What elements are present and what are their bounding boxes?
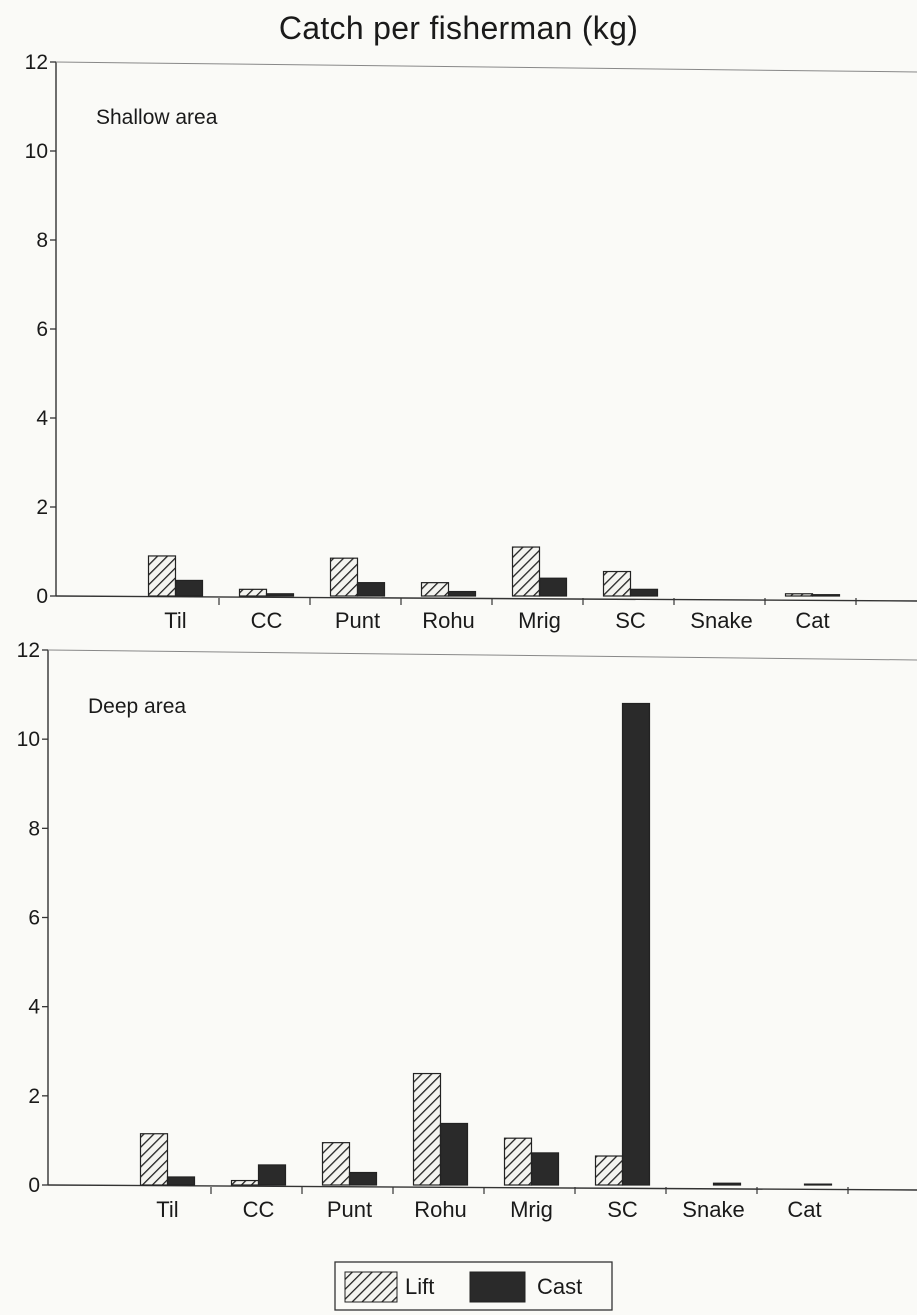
chart-panel-shallow: 0 2 4 6 8 10 12 Shallow area Til CC Punt Rohu Mrig SC…: [25, 51, 917, 633]
category-label: Punt: [335, 608, 380, 633]
bar-cast-cc: [257, 1164, 287, 1186]
bar-cast-sc: [629, 588, 659, 597]
x-axis: [47, 1184, 917, 1191]
bar-lift-mrig: [503, 1137, 533, 1186]
category-label: Til: [164, 608, 186, 633]
category-label: CC: [251, 608, 283, 633]
legend-swatch-lift: [344, 1271, 398, 1303]
bar-lift-til: [147, 555, 177, 597]
category-label: Cat: [787, 1197, 821, 1222]
category-label: Snake: [690, 608, 752, 633]
y-tick-label: 2: [28, 1085, 40, 1108]
bar-lift-sc: [602, 570, 632, 597]
bar-cast-til: [166, 1176, 196, 1186]
bar-cast-rohu: [447, 590, 477, 597]
legend-label-lift: Lift: [405, 1274, 434, 1299]
category-label: Punt: [327, 1197, 372, 1222]
category-label: Mrig: [518, 608, 561, 633]
chart-panel-deep: 0 2 4 6 8 10 12 Deep area Til CC Punt Rohu Mrig SC Sna…: [17, 639, 917, 1222]
y-tick-label: 10: [17, 728, 40, 751]
category-label: Til: [156, 1197, 178, 1222]
bar-cast-mrig: [538, 577, 568, 597]
x-axis: [55, 595, 917, 602]
category-label: Rohu: [414, 1197, 467, 1222]
category-label: SC: [615, 608, 646, 633]
bar-lift-cc: [238, 588, 268, 597]
y-tick-label: 6: [28, 907, 40, 930]
bar-cast-snake: [712, 1182, 742, 1186]
bar-lift-punt: [321, 1142, 351, 1186]
category-label: CC: [243, 1197, 275, 1222]
y-tick-label: 0: [28, 1174, 40, 1197]
bar-cast-punt: [348, 1171, 378, 1186]
category-label: Cat: [795, 608, 829, 633]
y-tick-label: 0: [36, 585, 48, 608]
bar-cast-cc: [265, 593, 295, 597]
y-tick-label: 8: [36, 229, 48, 252]
category-label: Rohu: [422, 608, 475, 633]
bar-cast-punt: [356, 582, 386, 597]
bar-lift-rohu: [420, 582, 450, 597]
category-label: Snake: [682, 1197, 744, 1222]
category-label: SC: [607, 1197, 638, 1222]
y-tick-label: 4: [28, 996, 40, 1019]
bar-cast-cat: [811, 594, 841, 597]
chart-title: Catch per fisherman (kg): [278, 10, 639, 46]
y-tick-label: 6: [36, 318, 48, 341]
legend: Lift Cast: [334, 1261, 613, 1311]
bar-cast-cat: [803, 1183, 833, 1186]
legend-swatch-cast: [469, 1271, 526, 1303]
y-tick-label: 2: [36, 496, 48, 519]
panel-label: Shallow area: [96, 106, 218, 129]
bar-lift-punt: [329, 557, 359, 597]
y-tick-label: 12: [17, 639, 40, 662]
y-tick-label: 4: [36, 407, 48, 430]
bar-cast-mrig: [530, 1152, 560, 1186]
y-tick-label: 8: [28, 817, 40, 840]
y-tick-label: 12: [25, 51, 48, 74]
panel-label: Deep area: [88, 695, 186, 718]
legend-label-cast: Cast: [537, 1274, 582, 1299]
bar-lift-sc: [594, 1155, 624, 1186]
bar-lift-rohu: [412, 1072, 442, 1186]
plot-frame-top: [55, 61, 917, 73]
bar-lift-cat: [784, 593, 814, 597]
bar-lift-mrig: [511, 546, 541, 597]
bar-cast-til: [174, 579, 204, 597]
y-tick-label: 10: [25, 140, 48, 163]
bar-cast-sc: [621, 702, 651, 1186]
bar-lift-cc: [230, 1179, 260, 1186]
bar-cast-rohu: [439, 1122, 469, 1186]
bar-lift-til: [139, 1133, 169, 1186]
category-label: Mrig: [510, 1197, 553, 1222]
plot-frame-top: [47, 649, 917, 661]
